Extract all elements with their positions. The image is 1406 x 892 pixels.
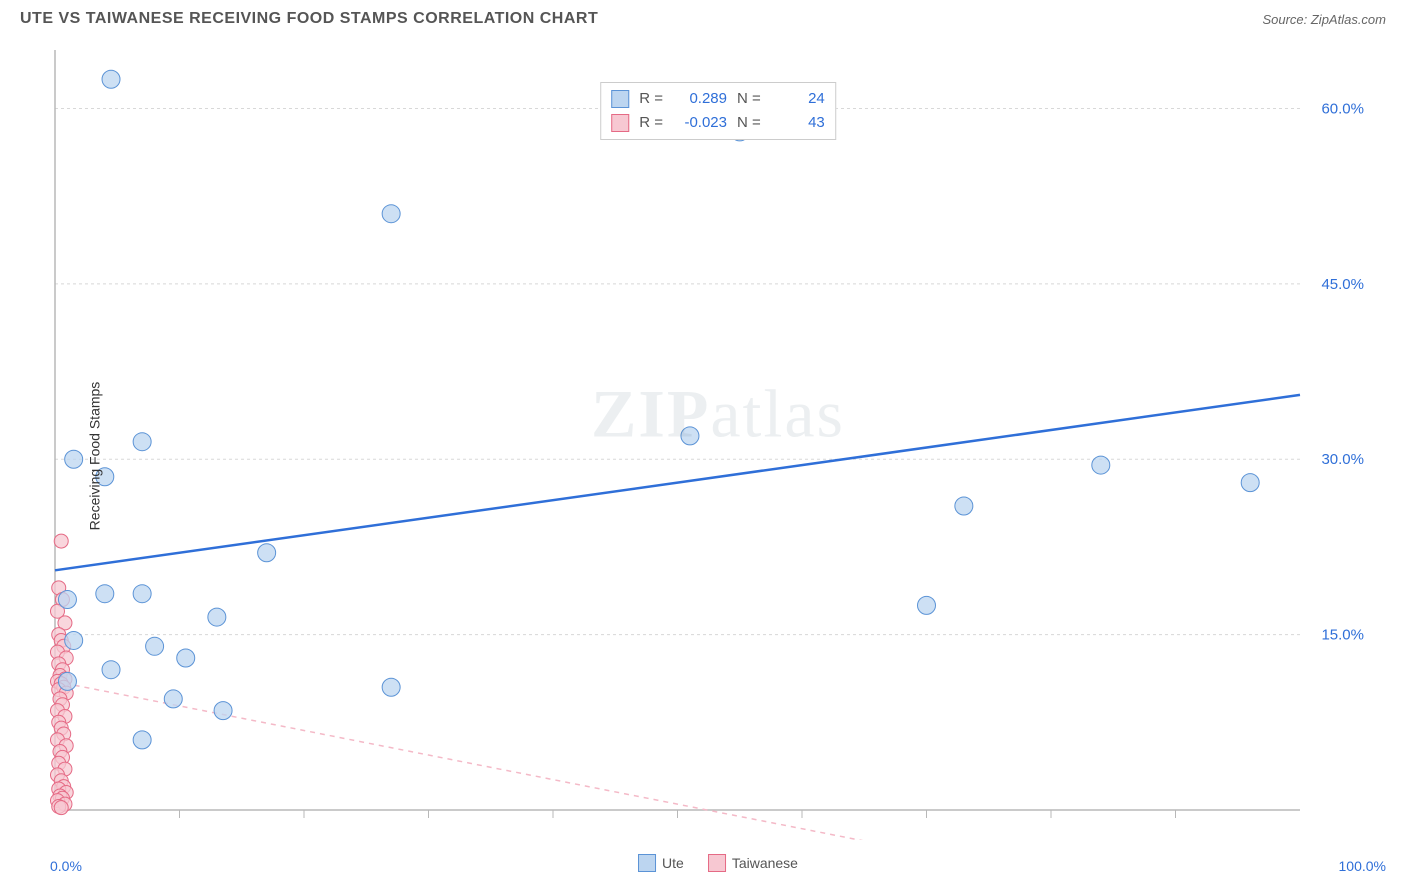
svg-text:15.0%: 15.0%: [1321, 627, 1364, 644]
legend-swatch-ute: [638, 854, 656, 872]
chart-header: UTE VS TAIWANESE RECEIVING FOOD STAMPS C…: [0, 0, 1406, 34]
r-value-taiwanese: -0.023: [669, 111, 727, 135]
svg-text:30.0%: 30.0%: [1321, 451, 1364, 468]
legend-swatch-taiwanese: [708, 854, 726, 872]
n-label: N =: [737, 87, 761, 111]
chart-title: UTE VS TAIWANESE RECEIVING FOOD STAMPS C…: [20, 10, 598, 28]
swatch-ute: [611, 90, 629, 108]
r-label: R =: [639, 87, 663, 111]
legend-item-taiwanese: Taiwanese: [708, 854, 798, 872]
scatter-chart-svg: 15.0% 30.0% 45.0% 60.0%: [50, 40, 1370, 840]
n-label: N =: [737, 111, 761, 135]
stats-row-taiwanese: R = -0.023 N = 43: [611, 111, 825, 135]
svg-text:60.0%: 60.0%: [1321, 100, 1364, 117]
legend-item-ute: Ute: [638, 854, 684, 872]
legend-label-taiwanese: Taiwanese: [732, 855, 798, 871]
n-value-taiwanese: 43: [767, 111, 825, 135]
legend-bottom: Ute Taiwanese: [638, 854, 798, 872]
stats-row-ute: R = 0.289 N = 24: [611, 87, 825, 111]
x-axis-max-label: 100.0%: [1339, 858, 1386, 874]
r-value-ute: 0.289: [669, 87, 727, 111]
chart-area: Receiving Food Stamps 15.0% 30.0% 45.0% 60.…: [50, 40, 1386, 872]
x-axis-min-label: 0.0%: [50, 858, 82, 874]
source-prefix: Source:: [1262, 12, 1310, 27]
source-attribution: Source: ZipAtlas.com: [1262, 12, 1386, 27]
n-value-ute: 24: [767, 87, 825, 111]
source-name: ZipAtlas.com: [1311, 12, 1386, 27]
svg-text:45.0%: 45.0%: [1321, 276, 1364, 293]
stats-legend-box: R = 0.289 N = 24 R = -0.023 N = 43: [600, 82, 836, 140]
legend-label-ute: Ute: [662, 855, 684, 871]
r-label: R =: [639, 111, 663, 135]
y-axis-label: Receiving Food Stamps: [86, 382, 102, 531]
swatch-taiwanese: [611, 114, 629, 132]
